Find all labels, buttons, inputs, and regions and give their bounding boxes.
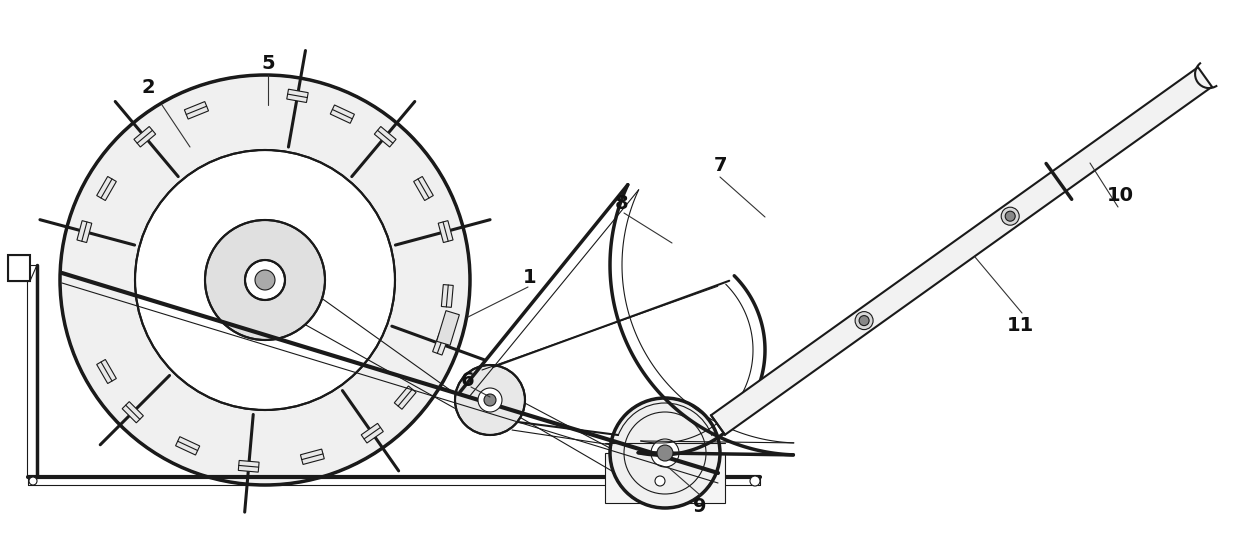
Polygon shape (441, 285, 454, 307)
Polygon shape (238, 461, 259, 472)
Circle shape (246, 260, 285, 300)
Text: 2: 2 (141, 78, 155, 96)
Circle shape (60, 75, 470, 485)
Circle shape (651, 439, 680, 467)
Polygon shape (300, 449, 325, 464)
Circle shape (655, 476, 665, 486)
Circle shape (477, 388, 502, 412)
Polygon shape (436, 311, 459, 346)
Polygon shape (77, 220, 92, 242)
Polygon shape (414, 177, 433, 201)
Bar (605, 453, 725, 503)
Circle shape (610, 398, 720, 508)
Circle shape (859, 316, 869, 326)
Text: 7: 7 (713, 156, 727, 174)
Text: 9: 9 (693, 498, 707, 516)
Polygon shape (97, 177, 117, 201)
Circle shape (455, 365, 525, 435)
Bar (7, 255, 30, 281)
Circle shape (255, 270, 275, 290)
Polygon shape (97, 360, 117, 384)
Polygon shape (361, 423, 383, 443)
Polygon shape (330, 105, 355, 124)
Polygon shape (394, 386, 417, 409)
Circle shape (205, 220, 325, 340)
Circle shape (750, 476, 760, 486)
Polygon shape (433, 333, 449, 355)
Circle shape (657, 445, 673, 461)
Text: 6: 6 (461, 371, 475, 389)
Text: 10: 10 (1106, 186, 1133, 204)
Polygon shape (123, 402, 144, 423)
Circle shape (856, 311, 873, 330)
Circle shape (135, 150, 396, 410)
Circle shape (484, 394, 496, 406)
Circle shape (1006, 211, 1016, 221)
Polygon shape (185, 102, 208, 119)
Text: 11: 11 (1007, 316, 1034, 334)
Circle shape (29, 477, 37, 485)
Text: 1: 1 (523, 268, 537, 287)
Text: 5: 5 (262, 54, 275, 73)
Text: 8: 8 (615, 194, 629, 212)
Polygon shape (374, 126, 396, 147)
Polygon shape (438, 220, 453, 242)
Circle shape (1001, 207, 1019, 225)
Polygon shape (134, 126, 156, 147)
Polygon shape (711, 67, 1211, 435)
Polygon shape (286, 89, 309, 103)
Polygon shape (176, 437, 200, 455)
